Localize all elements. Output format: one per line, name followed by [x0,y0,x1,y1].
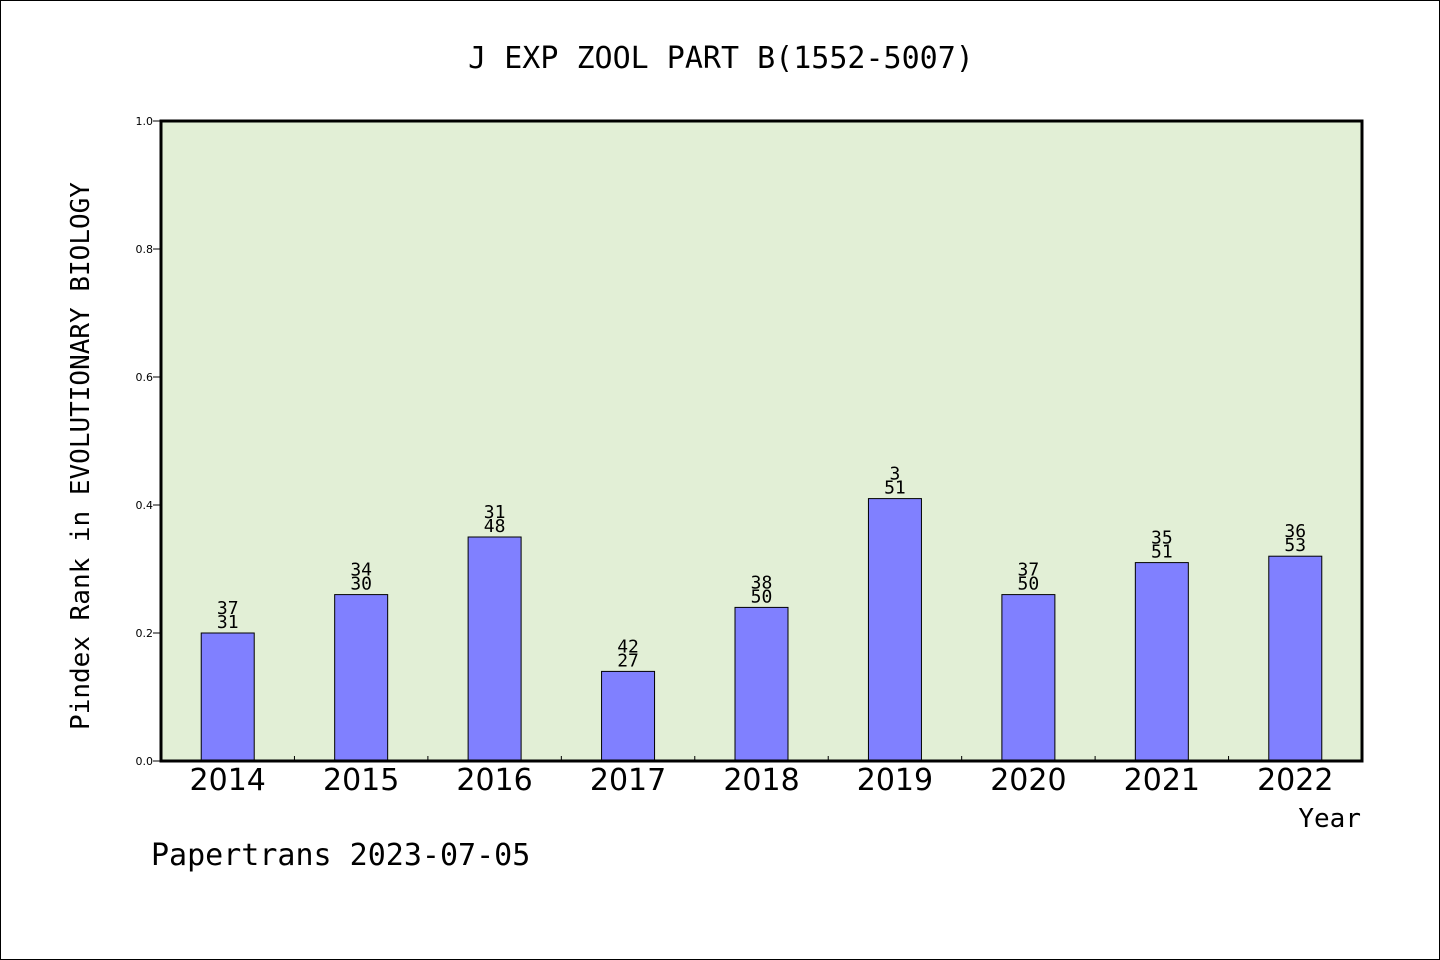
bar-total-label: 51 [1151,542,1173,563]
y-tick-label: 0.0 [136,755,154,768]
bar-2014 [200,632,255,762]
bar-2021 [1134,562,1189,762]
bar-total-label: 48 [484,516,506,537]
x-axis-label: Year [1298,804,1361,834]
bar-total-label: 51 [884,478,906,499]
bar-rank-label: 36 [1284,521,1306,542]
plot-border [159,119,1364,763]
bar-rank-label: 31 [484,502,506,523]
y-tick-label: 1.0 [136,115,154,128]
bars-group [200,498,1323,762]
y-tick-label: 0.6 [136,371,154,384]
bar-2019 [867,498,922,762]
bar-2015 [334,594,389,762]
x-tick-label: 2021 [1124,763,1200,798]
bar-rank-label: 37 [1018,560,1040,581]
x-tick-label: 2014 [190,763,266,798]
bar-2017 [601,670,656,762]
bar-rank-label: 35 [1151,528,1173,549]
bar-rank-label: 3 [890,464,901,485]
footer-watermark: Papertrans 2023-07-05 [151,838,530,873]
x-tick-label: 2022 [1257,763,1333,798]
bar-rank-label: 37 [217,598,239,619]
bar-total-label: 30 [350,574,372,595]
y-tick-label: 0.2 [136,627,154,640]
x-tick-label: 2017 [590,763,666,798]
bar-total-label: 53 [1284,535,1306,556]
chart-title: J EXP ZOOL PART B(1552-5007) [468,41,974,76]
bar-2016 [467,536,522,762]
bar-2020 [1001,594,1056,762]
bar-total-label: 31 [217,612,239,633]
y-tick-label: 0.4 [136,499,154,512]
x-tick-label: 2020 [990,763,1066,798]
x-axis-ticks: 2014 2015 2016 2017 2018 2019 2020 2021 2022 [190,756,1333,798]
x-tick-label: 2019 [857,763,933,798]
bar-total-label: 50 [751,586,773,607]
x-tick-label: 2018 [723,763,799,798]
bar-total-label: 50 [1018,574,1040,595]
bar-rank-label: 34 [350,560,372,581]
bar-rank-label: 38 [751,572,773,593]
y-tick-label: 0.8 [136,243,154,256]
bar-2018 [734,606,789,762]
bar-2022 [1268,555,1323,762]
bar-total-label: 27 [617,650,639,671]
y-axis-label: Pindex Rank in EVOLUTIONARY BIOLOGY [66,182,96,730]
x-tick-label: 2015 [323,763,399,798]
y-axis-ticks: 0.0 0.2 0.4 0.6 0.8 1.0 [136,115,161,768]
bar-rank-label: 42 [617,636,639,657]
x-tick-label: 2016 [456,763,532,798]
